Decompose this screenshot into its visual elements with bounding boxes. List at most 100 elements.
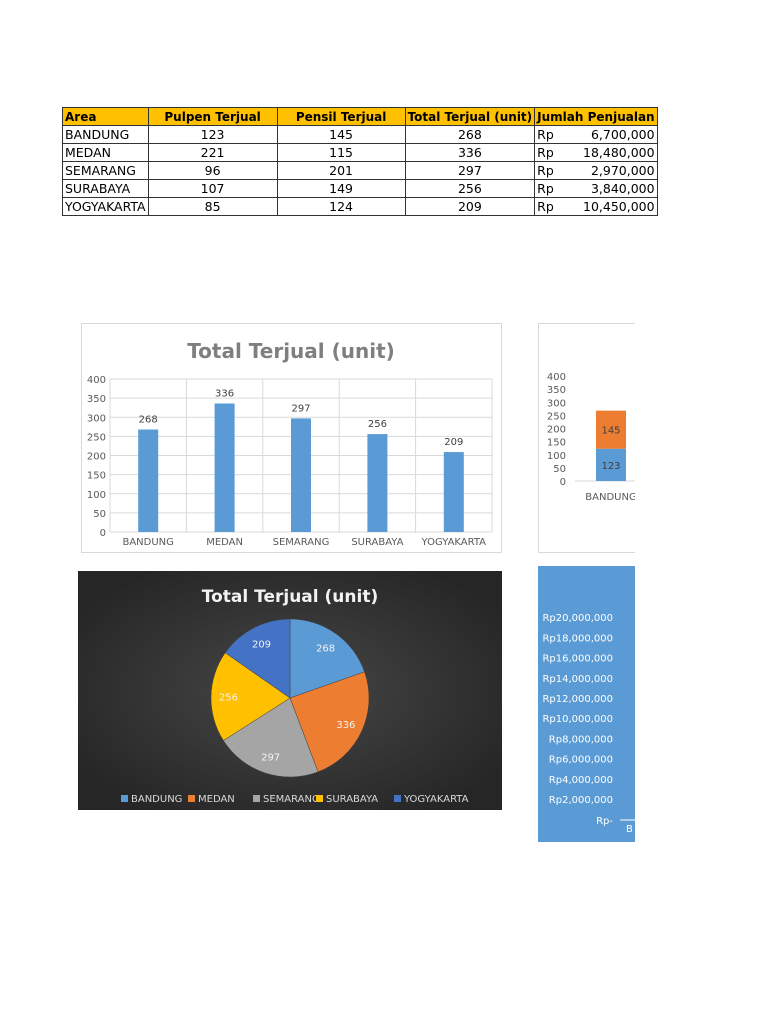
data-label: 209: [252, 639, 271, 650]
data-label: 297: [261, 752, 280, 763]
data-label: 336: [336, 720, 355, 731]
y-tick-label: 350: [87, 394, 106, 405]
table-cell[interactable]: Rp 3,840,000: [534, 179, 658, 198]
y-tick-label: Rp14,000,000: [542, 674, 613, 685]
y-tick-label: 350: [547, 385, 566, 396]
data-label: 336: [215, 388, 234, 399]
y-tick-label: Rp12,000,000: [542, 694, 613, 705]
sales-value-chart[interactable]: Rp- Rp2,000,000 Rp4,000,000 Rp6,000,000 Rp8,…: [538, 566, 635, 842]
x-tick-label: YOGYAKARTA: [421, 537, 487, 548]
y-tick-label: 0: [560, 477, 566, 488]
y-tick-label: Rp4,000,000: [549, 775, 613, 786]
table-row: SEMARANG 96 201 297 Rp 2,970,000: [62, 161, 658, 180]
y-tick-label: 50: [553, 464, 566, 475]
table-cell[interactable]: 145: [276, 125, 406, 144]
table-cell[interactable]: 96: [147, 161, 278, 180]
total-pie-chart[interactable]: Total Terjual (unit) 268 336 297 256 209 BANDU…: [78, 571, 502, 810]
y-tick-label: 300: [547, 398, 566, 409]
table-cell[interactable]: 297: [404, 161, 536, 180]
x-tick-label: B: [626, 824, 633, 835]
y-tick-label: 100: [87, 490, 106, 501]
currency-symbol: Rp: [537, 181, 554, 196]
y-tick-label: 50: [93, 509, 106, 520]
bar-segment: [596, 448, 626, 481]
currency-symbol: Rp: [537, 163, 554, 178]
table-row: YOGYAKARTA 85 124 209 Rp 10,450,000: [62, 197, 658, 216]
legend-swatch: [188, 795, 195, 802]
total-bar-chart[interactable]: Total Terjual (unit) 0 50 100 150 200 250 300 35…: [81, 323, 502, 553]
legend-swatch: [253, 795, 260, 802]
y-tick-label: 200: [547, 425, 566, 436]
y-tick-label: Rp18,000,000: [542, 633, 613, 644]
table-cell[interactable]: 221: [147, 143, 278, 162]
table-cell[interactable]: Rp 6,700,000: [534, 125, 658, 144]
chart-title: Total Terjual (unit): [187, 339, 395, 363]
legend-label: BANDUNG: [131, 794, 182, 805]
y-tick-label: 150: [87, 471, 106, 482]
y-tick-label: Rp16,000,000: [542, 654, 613, 665]
data-label: 209: [444, 437, 463, 448]
table-cell[interactable]: SURABAYA: [62, 179, 149, 198]
data-label: 123: [601, 461, 620, 472]
table-cell[interactable]: Rp 10,450,000: [534, 197, 658, 216]
y-tick-label: 200: [87, 452, 106, 463]
y-tick-label: Rp8,000,000: [549, 734, 613, 745]
table-cell[interactable]: 336: [404, 143, 536, 162]
currency-symbol: Rp: [537, 127, 554, 142]
table-cell[interactable]: 201: [276, 161, 406, 180]
amount: 2,970,000: [590, 163, 655, 178]
pie-slice: [223, 697, 319, 778]
y-tick-label: Rp6,000,000: [549, 755, 613, 766]
table-cell[interactable]: YOGYAKARTA: [62, 197, 149, 216]
pie-slice: [210, 652, 291, 741]
x-tick-label: BANDUNG: [122, 537, 173, 548]
currency-symbol: Rp: [537, 145, 554, 160]
table-cell[interactable]: 124: [276, 197, 406, 216]
y-tick-label: 400: [547, 372, 566, 383]
bar: [214, 403, 235, 532]
table-cell[interactable]: 256: [404, 179, 536, 198]
currency-value: Rp 18,480,000: [537, 145, 654, 160]
table-cell[interactable]: 209: [404, 197, 536, 216]
header-cell: Total Terjual (unit): [404, 107, 536, 126]
pie-slice: [289, 671, 370, 773]
y-tick-label: Rp10,000,000: [542, 714, 613, 725]
table-cell[interactable]: Rp 2,970,000: [534, 161, 658, 180]
table-header-row: Area Pulpen Terjual Pensil Terjual Total Te…: [62, 107, 658, 126]
legend-label: MEDAN: [198, 794, 235, 805]
x-tick-label: BANDUNG: [585, 492, 635, 503]
data-label: 268: [139, 414, 158, 425]
y-tick-label: 150: [547, 438, 566, 449]
bar: [291, 418, 311, 532]
y-tick-label: 300: [87, 413, 106, 424]
table-cell[interactable]: BANDUNG: [62, 125, 149, 144]
table-cell[interactable]: Rp 18,480,000: [534, 143, 658, 162]
y-tick-label: Rp-: [596, 816, 613, 827]
amount: 6,700,000: [590, 127, 655, 142]
currency-value: Rp 3,840,000: [537, 181, 654, 196]
legend-label: SEMARANG: [263, 794, 320, 805]
table-cell[interactable]: 268: [404, 125, 536, 144]
amount: 3,840,000: [590, 181, 655, 196]
table-row: MEDAN 221 115 336 Rp 18,480,000: [62, 143, 658, 162]
bar: [367, 434, 388, 532]
x-tick-label: SEMARANG: [273, 537, 330, 548]
y-tick-label: Rp20,000,000: [542, 613, 613, 624]
table-cell[interactable]: MEDAN: [62, 143, 149, 162]
legend-swatch: [394, 795, 401, 802]
legend-swatch: [121, 795, 128, 802]
currency-symbol: Rp: [537, 199, 554, 214]
table-cell[interactable]: 149: [276, 179, 406, 198]
legend-swatch: [316, 795, 323, 802]
table-cell[interactable]: 107: [147, 179, 278, 198]
table-cell[interactable]: SEMARANG: [62, 161, 149, 180]
table-cell[interactable]: 85: [147, 197, 278, 216]
chart-title: Total Terjual (unit): [202, 587, 378, 607]
table-cell[interactable]: 115: [276, 143, 406, 162]
table-cell[interactable]: 123: [147, 125, 278, 144]
stacked-bar-chart[interactable]: 0 50 100 150 200 250 300 350 400 123 145 BANDUNG: [538, 323, 635, 553]
amount: 18,480,000: [583, 145, 655, 160]
y-tick-label: Rp2,000,000: [549, 795, 613, 806]
data-label: 256: [219, 693, 238, 704]
sales-table: Area Pulpen Terjual Pensil Terjual Total Te…: [62, 107, 658, 216]
